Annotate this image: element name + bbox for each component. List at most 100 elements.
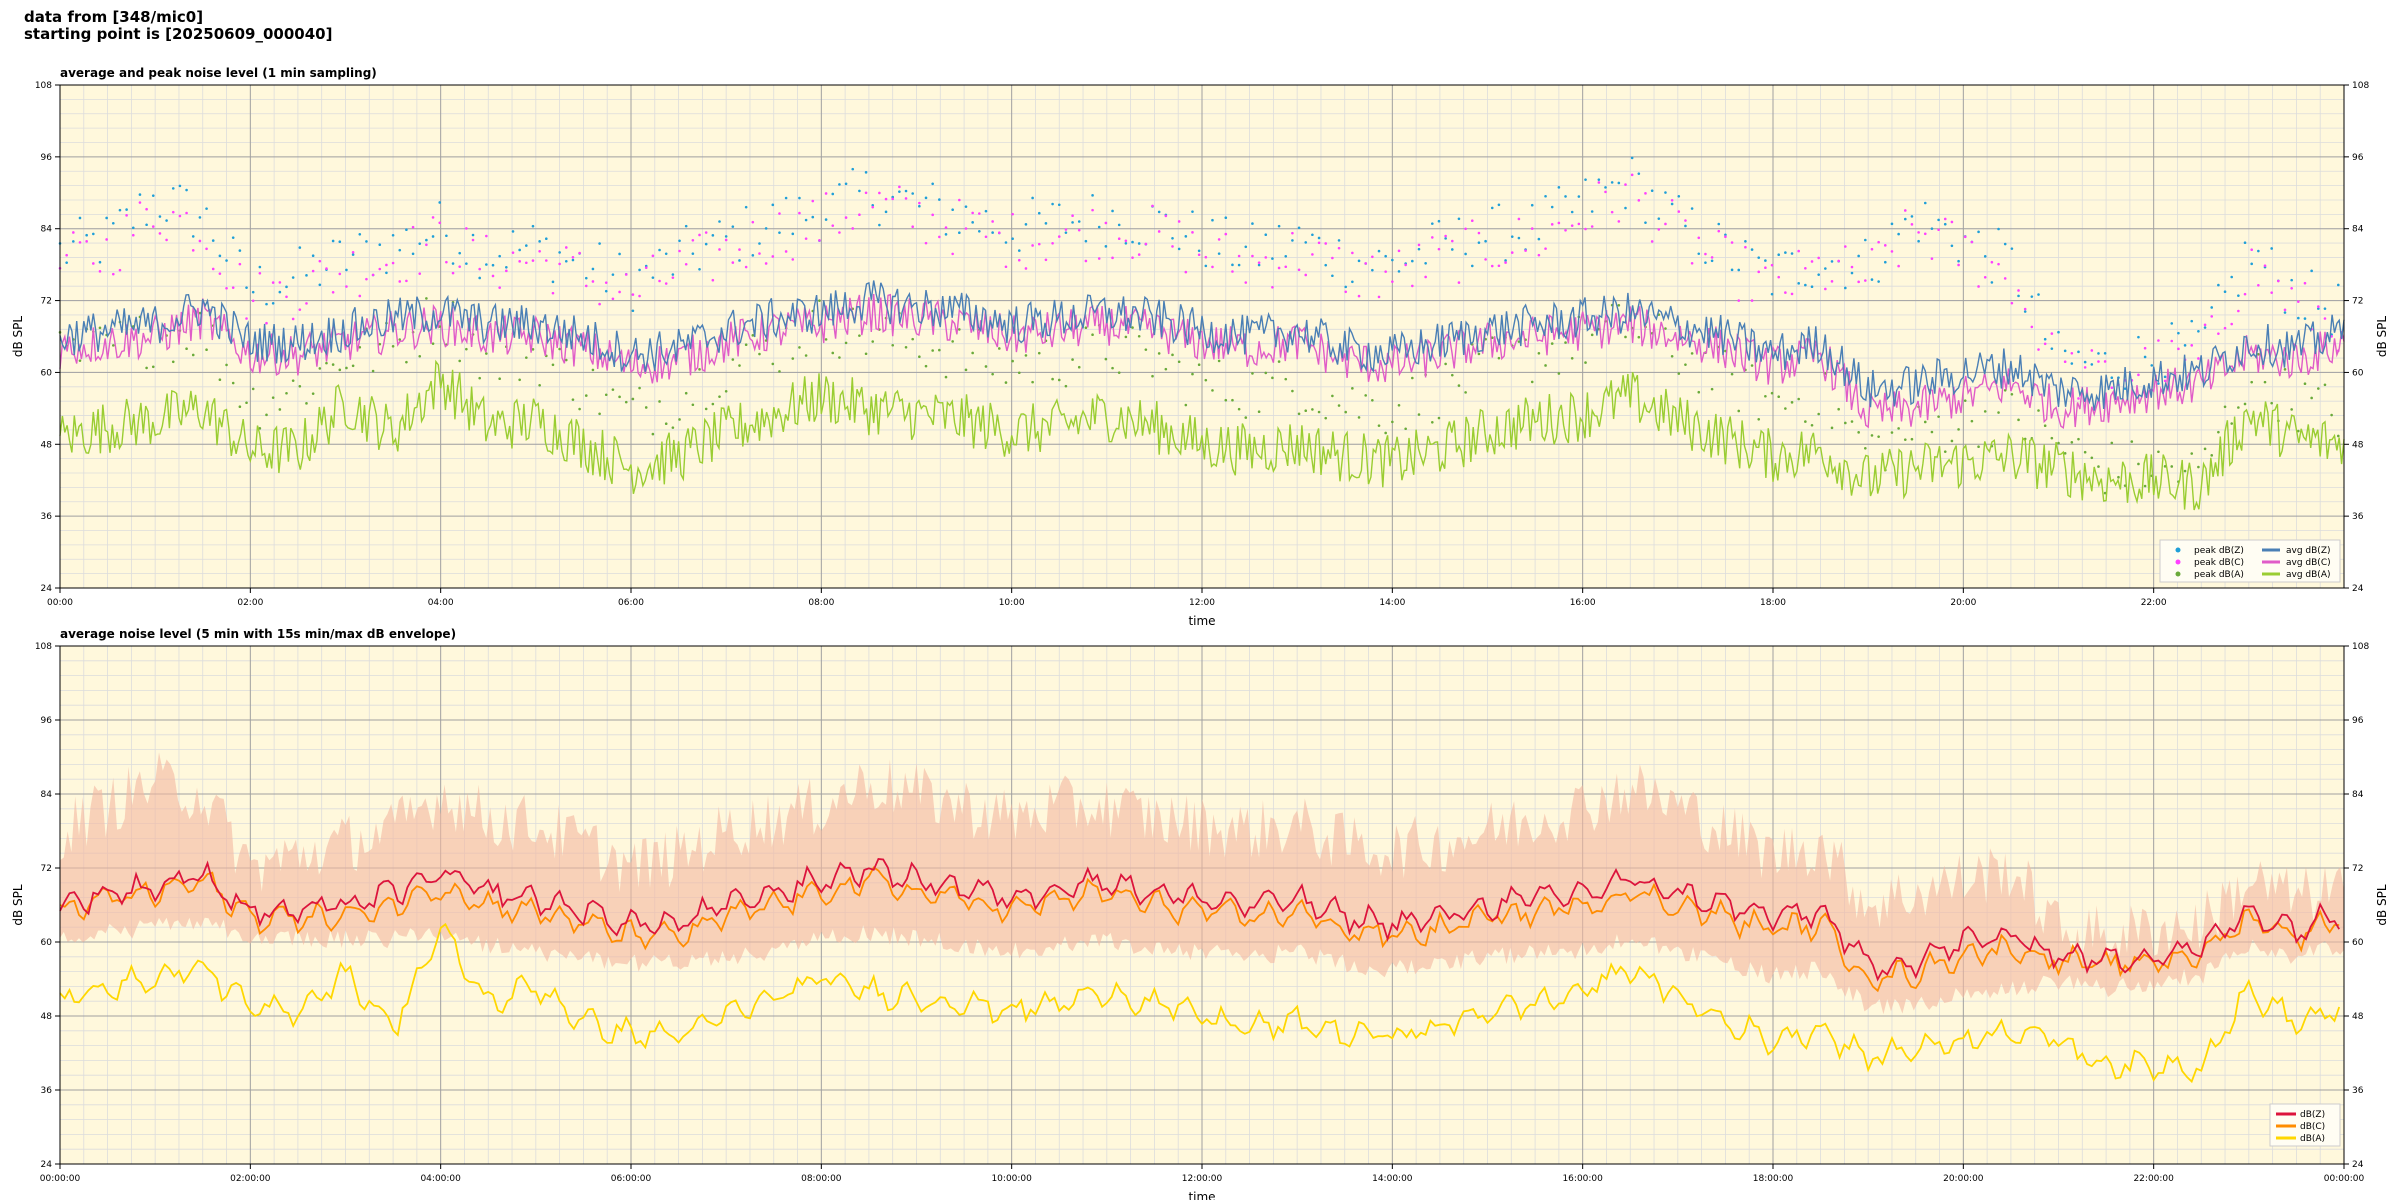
data-point bbox=[1977, 445, 1980, 449]
data-point bbox=[2137, 373, 2140, 377]
data-point bbox=[1357, 294, 1361, 298]
data-point bbox=[431, 235, 435, 238]
y-tick-label: 108 bbox=[35, 642, 52, 652]
data-point bbox=[258, 427, 262, 430]
data-point bbox=[1291, 231, 1294, 235]
data-point bbox=[864, 352, 868, 356]
data-point bbox=[2303, 382, 2307, 386]
data-point bbox=[445, 260, 448, 264]
data-point bbox=[518, 248, 521, 252]
data-point bbox=[658, 279, 661, 283]
data-point bbox=[918, 355, 921, 359]
data-point bbox=[838, 231, 841, 234]
data-point bbox=[2243, 241, 2247, 245]
y-tick-label: 48 bbox=[41, 440, 53, 450]
data-point bbox=[571, 398, 575, 401]
data-point bbox=[278, 408, 282, 411]
data-point bbox=[1637, 335, 1641, 339]
data-point bbox=[1397, 403, 1401, 407]
data-point bbox=[1071, 221, 1074, 224]
data-point bbox=[871, 203, 875, 207]
data-point bbox=[2197, 465, 2200, 469]
data-point bbox=[1377, 295, 1381, 299]
data-point bbox=[1251, 254, 1254, 258]
data-point bbox=[678, 239, 681, 243]
data-point bbox=[2143, 484, 2147, 488]
data-point bbox=[2057, 330, 2060, 334]
data-point bbox=[911, 225, 914, 229]
data-point bbox=[338, 368, 342, 372]
data-point bbox=[2063, 452, 2067, 455]
data-point bbox=[1117, 371, 1121, 374]
data-point bbox=[1111, 256, 1114, 260]
data-point bbox=[1131, 326, 1134, 329]
data-point bbox=[258, 271, 262, 275]
data-point bbox=[1157, 352, 1161, 355]
data-point bbox=[1031, 244, 1034, 247]
data-point bbox=[971, 211, 974, 215]
data-point bbox=[558, 251, 561, 254]
y-axis-label: dB SPL bbox=[2375, 884, 2389, 926]
data-point bbox=[1117, 237, 1121, 241]
data-point bbox=[858, 213, 861, 216]
data-point bbox=[178, 184, 182, 188]
data-point bbox=[2103, 491, 2107, 495]
data-point bbox=[1657, 217, 1661, 220]
data-point bbox=[818, 239, 821, 242]
data-point bbox=[558, 347, 561, 351]
data-point bbox=[2303, 281, 2307, 285]
data-point bbox=[2117, 475, 2120, 479]
data-point bbox=[405, 360, 408, 364]
data-point bbox=[931, 182, 934, 186]
data-point bbox=[1224, 232, 1228, 236]
y-tick-label: 24 bbox=[41, 584, 53, 594]
data-point bbox=[1311, 253, 1314, 256]
x-axis-label: time bbox=[1188, 1190, 1215, 1200]
y-tick-label: 24 bbox=[2352, 584, 2364, 594]
data-point bbox=[1137, 253, 1141, 256]
data-point bbox=[558, 262, 561, 266]
data-point bbox=[411, 225, 415, 229]
data-point bbox=[651, 276, 655, 279]
data-point bbox=[1950, 220, 1954, 224]
data-point bbox=[478, 267, 481, 271]
data-point bbox=[1470, 264, 1474, 268]
data-point bbox=[804, 354, 808, 357]
data-point bbox=[2157, 339, 2160, 342]
data-point bbox=[1510, 251, 1514, 254]
data-point bbox=[2190, 319, 2194, 323]
data-point bbox=[98, 326, 102, 330]
data-point bbox=[611, 297, 615, 301]
data-point bbox=[911, 192, 914, 195]
data-point bbox=[878, 191, 881, 195]
legend-marker bbox=[2175, 571, 2181, 577]
data-point bbox=[285, 391, 288, 395]
data-point bbox=[1411, 376, 1414, 380]
data-point bbox=[198, 216, 202, 219]
data-point bbox=[78, 241, 82, 244]
data-point bbox=[978, 212, 981, 215]
legend-label: avg dB(A) bbox=[2286, 570, 2330, 580]
data-point bbox=[1677, 372, 1681, 375]
data-point bbox=[1464, 391, 1467, 394]
data-point bbox=[938, 348, 941, 352]
data-point bbox=[711, 402, 715, 406]
data-point bbox=[1870, 278, 1874, 281]
data-point bbox=[1544, 247, 1547, 250]
data-point bbox=[525, 244, 528, 247]
data-point bbox=[1910, 215, 1914, 218]
data-point bbox=[1923, 201, 1927, 205]
data-point bbox=[2083, 366, 2087, 369]
data-point bbox=[205, 348, 208, 351]
data-point bbox=[425, 297, 428, 300]
data-point bbox=[1697, 252, 1701, 256]
data-point bbox=[465, 347, 468, 351]
x-tick-label: 22:00 bbox=[2141, 598, 2167, 608]
data-point bbox=[2290, 408, 2293, 411]
data-point bbox=[1770, 263, 1774, 267]
data-point bbox=[1564, 195, 1567, 198]
data-point bbox=[1970, 419, 1974, 423]
data-point bbox=[904, 197, 908, 200]
data-point bbox=[1071, 214, 1074, 217]
data-point bbox=[1477, 241, 1481, 244]
